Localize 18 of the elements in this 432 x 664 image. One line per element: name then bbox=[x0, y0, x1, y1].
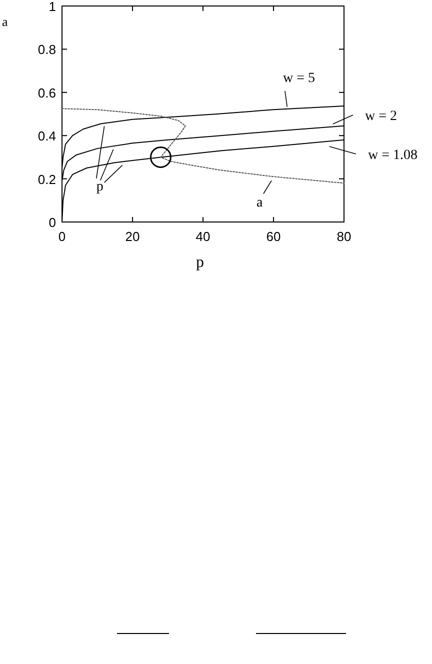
y-tick-label: 0.4 bbox=[38, 128, 56, 144]
y-tick-label: 0 bbox=[48, 215, 56, 230]
x-tick-label: 20 bbox=[125, 229, 140, 244]
y-tick-label: 0.2 bbox=[38, 172, 56, 187]
annotation: p bbox=[96, 179, 104, 194]
series-label: w = 5 bbox=[283, 71, 316, 86]
x-axis-title: p bbox=[196, 254, 204, 271]
y-tick-label: 0.6 bbox=[38, 85, 56, 100]
legend-label: w = 2 bbox=[365, 109, 398, 124]
x-tick-label: 80 bbox=[336, 229, 352, 244]
y-tick-label: 0.8 bbox=[38, 42, 56, 58]
x-tick-label: 0 bbox=[58, 229, 66, 244]
y-axis-title: a bbox=[2, 14, 8, 29]
y-tick-label: 1 bbox=[48, 0, 56, 14]
x-tick-label: 40 bbox=[196, 229, 210, 244]
x-tick-label: 60 bbox=[266, 229, 281, 244]
legend-label: w = 1.08 bbox=[368, 148, 418, 163]
annotation: a bbox=[256, 196, 264, 211]
